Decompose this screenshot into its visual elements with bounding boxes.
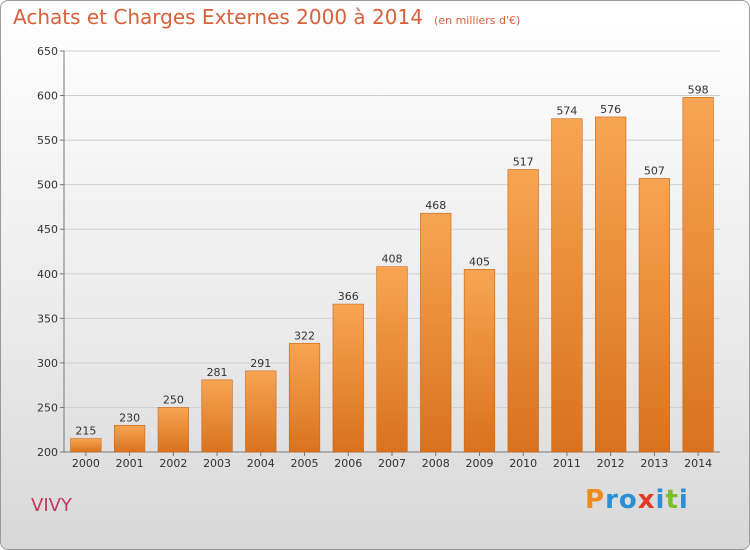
y-tick-label: 550 — [37, 134, 58, 147]
x-tick-label: 2003 — [203, 457, 231, 470]
data-label: 576 — [600, 103, 621, 116]
x-tick-label: 2012 — [597, 457, 625, 470]
data-label: 250 — [163, 393, 184, 406]
bar — [463, 269, 496, 453]
x-tick-label: 2005 — [291, 457, 319, 470]
data-label: 517 — [513, 156, 534, 169]
logo-letter: P — [585, 485, 606, 515]
data-label: 405 — [469, 255, 490, 268]
bar — [420, 212, 452, 453]
labels: 200 250 300 350 400 450 500 550 600 650 215 2000 230… — [37, 45, 712, 470]
logo-letter: r — [605, 485, 619, 515]
x-tick-label: 2011 — [553, 457, 581, 470]
bar — [245, 370, 277, 453]
y-tick-label: 400 — [37, 268, 58, 281]
x-tick-label: 2001 — [116, 457, 144, 470]
bar — [551, 118, 583, 453]
logo-letter: i — [655, 485, 666, 515]
data-label: 291 — [250, 357, 271, 370]
title-text: Achats et Charges Externes 2000 à 2014 — [13, 5, 423, 29]
bar — [157, 407, 189, 453]
y-tick-label: 600 — [37, 90, 58, 103]
logo-letter: x — [637, 485, 656, 515]
logo-letter: i — [678, 485, 689, 515]
bar — [376, 266, 408, 453]
x-tick-label: 2004 — [247, 457, 275, 470]
x-tick-label: 2008 — [422, 457, 450, 470]
y-tick-label: 200 — [37, 446, 58, 459]
x-tick-label: 2000 — [72, 457, 100, 470]
y-tick-label: 500 — [37, 179, 58, 192]
bar — [682, 97, 714, 453]
commune-name: VIVY — [31, 495, 72, 516]
bar — [288, 342, 321, 453]
bars — [70, 97, 714, 453]
data-label: 230 — [119, 411, 140, 424]
data-label: 281 — [207, 366, 228, 379]
y-tick-label: 300 — [37, 357, 58, 370]
data-label: 468 — [425, 199, 446, 212]
data-label: 507 — [644, 164, 665, 177]
chart-title: Achats et Charges Externes 2000 à 2014 (… — [13, 5, 520, 29]
data-label: 574 — [556, 105, 577, 118]
x-tick-label: 2006 — [334, 457, 362, 470]
x-tick-label: 2009 — [465, 457, 493, 470]
data-label: 215 — [75, 425, 96, 438]
x-tick-label: 2014 — [684, 457, 712, 470]
bar — [201, 379, 233, 453]
x-tick-label: 2002 — [159, 457, 187, 470]
x-tick-label: 2007 — [378, 457, 406, 470]
bar — [70, 438, 102, 453]
proxiti-logo: Proxiti — [585, 485, 689, 515]
x-tick-label: 2013 — [640, 457, 668, 470]
data-label: 408 — [382, 253, 403, 266]
bar — [332, 303, 364, 453]
y-tick-label: 350 — [37, 312, 58, 325]
bar — [113, 424, 146, 453]
logo-letter: o — [618, 485, 638, 515]
data-label: 598 — [688, 83, 709, 96]
data-label: 366 — [338, 290, 359, 303]
bar — [638, 178, 671, 453]
y-tick-label: 250 — [37, 401, 58, 414]
data-label: 322 — [294, 329, 315, 342]
logo-letter: t — [665, 485, 679, 515]
unit-note: (en milliers d'€) — [434, 14, 521, 27]
y-tick-label: 650 — [37, 45, 58, 58]
bar — [595, 116, 627, 453]
bar — [507, 169, 539, 453]
x-tick-label: 2010 — [509, 457, 537, 470]
y-tick-label: 450 — [37, 223, 58, 236]
